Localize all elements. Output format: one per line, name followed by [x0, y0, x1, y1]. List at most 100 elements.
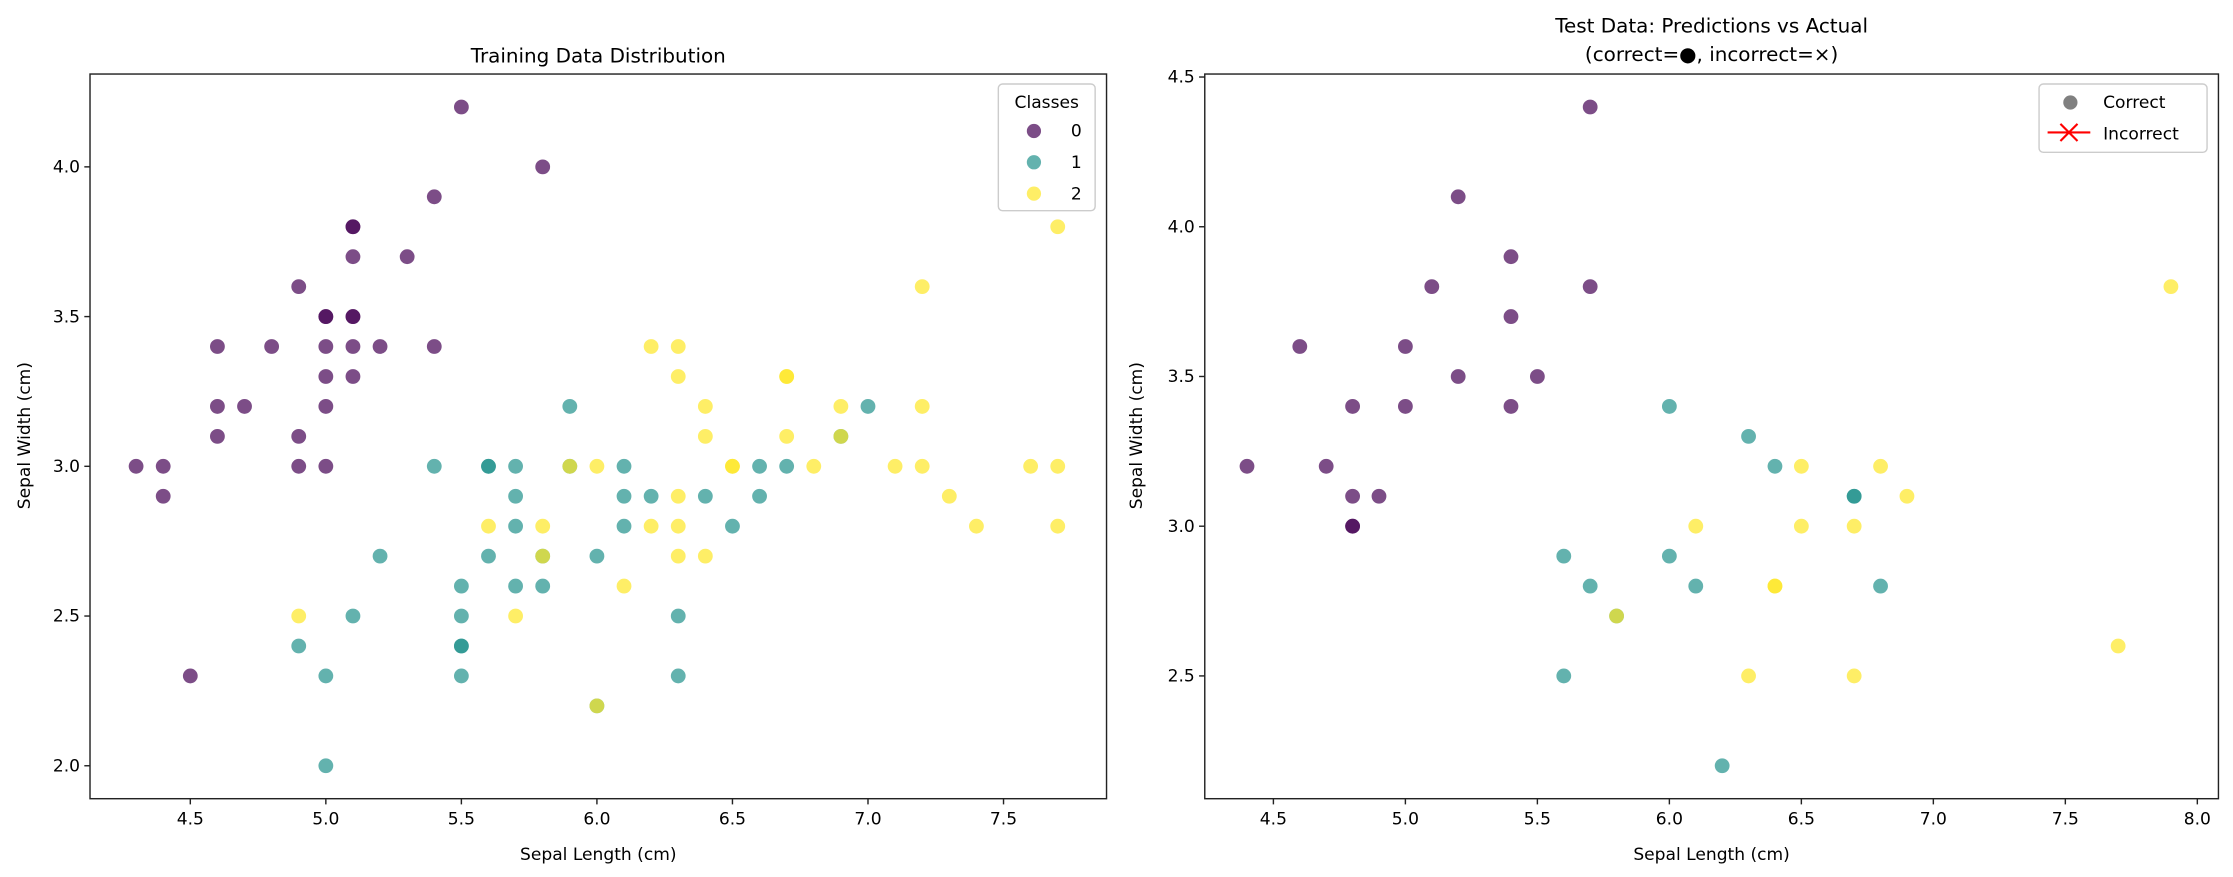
point-class-1	[318, 758, 334, 774]
point-class-2	[914, 399, 930, 414]
x-tick-label: 6.0	[583, 809, 610, 829]
point-class-2	[1899, 488, 1915, 504]
x-tick-label: 7.5	[2052, 809, 2079, 829]
point-class-0	[210, 428, 225, 444]
x-tick-label: 4.5	[177, 809, 204, 829]
training-plot: Training Data Distribution Sepal Length …	[15, 45, 1108, 865]
point-class-0	[128, 458, 144, 474]
point-class-1	[643, 488, 659, 504]
point-class-0	[1397, 339, 1413, 354]
point-class-1	[1714, 758, 1730, 774]
legend-label-0: 0	[1071, 122, 1082, 142]
point-class-2	[1050, 219, 1066, 235]
x-tick-label: 6.0	[1656, 809, 1683, 829]
point-class-2	[1767, 578, 1783, 594]
point-class-2	[670, 339, 686, 354]
training-ylabel: Sepal Width (cm)	[15, 362, 35, 509]
point-class-1	[616, 518, 632, 534]
point-class-1	[453, 578, 469, 594]
point-class-1	[1873, 578, 1888, 594]
point-class-2	[535, 548, 551, 564]
point-class-0	[237, 399, 252, 414]
point-class-0	[210, 399, 225, 414]
training-title: Training Data Distribution	[470, 45, 726, 68]
point-class-1	[589, 548, 605, 564]
y-tick-label: 3.5	[53, 307, 80, 327]
point-class-1	[508, 458, 523, 474]
point-class-2	[887, 458, 903, 474]
test-xlabel: Sepal Length (cm)	[1633, 845, 1790, 865]
point-class-0	[155, 458, 171, 474]
point-class-2	[2110, 638, 2126, 654]
point-class-2	[643, 339, 659, 354]
point-class-2	[1846, 518, 1862, 534]
point-class-1	[453, 608, 469, 624]
y-tick-label: 2.0	[53, 756, 80, 776]
point-class-1	[1661, 399, 1677, 414]
y-tick-label: 4.5	[1168, 68, 1195, 88]
point-class-2	[941, 488, 957, 504]
legend-box	[997, 83, 1096, 212]
point-class-1	[318, 668, 334, 684]
legend-marker-correct	[2063, 95, 2078, 110]
point-class-2	[291, 608, 307, 624]
point-class-2	[670, 548, 686, 564]
point-class-0	[1239, 458, 1255, 474]
point-class-1	[453, 638, 469, 654]
point-class-1	[725, 518, 740, 534]
point-class-2	[508, 608, 523, 624]
y-tick-label: 3.5	[1168, 367, 1195, 387]
test-legend: Correct Incorrect	[2038, 83, 2208, 154]
point-class-0	[291, 428, 307, 444]
legend-marker-1	[1026, 155, 1042, 170]
point-class-2	[833, 428, 849, 444]
test-ylabel: Sepal Width (cm)	[1127, 362, 1147, 509]
point-class-0	[264, 339, 280, 354]
point-class-0	[1345, 518, 1361, 534]
point-class-2	[969, 518, 984, 534]
point-class-2	[1609, 608, 1624, 624]
point-class-2	[914, 458, 930, 474]
point-class-0	[535, 159, 551, 175]
point-class-0	[1292, 339, 1308, 354]
y-tick-label: 3.0	[1168, 517, 1195, 537]
plot-frame	[1204, 73, 2220, 800]
x-tick-label: 6.5	[1788, 809, 1815, 829]
point-class-0	[210, 339, 225, 354]
point-class-0	[1450, 189, 1466, 205]
data-points	[1239, 99, 2179, 774]
point-class-2	[697, 399, 713, 414]
training-legend: Classes 0 1 2	[997, 83, 1096, 212]
point-class-0	[345, 249, 361, 265]
point-class-0	[1345, 399, 1361, 414]
point-class-0	[318, 369, 334, 384]
legend-marker-incorrect	[2047, 123, 2091, 142]
point-class-2	[589, 698, 605, 714]
point-class-0	[318, 458, 334, 474]
point-class-1	[1556, 548, 1572, 564]
point-class-1	[508, 488, 523, 504]
point-class-1	[1846, 488, 1862, 504]
point-class-0	[1318, 458, 1334, 474]
point-class-0	[318, 339, 334, 354]
training-xlabel: Sepal Length (cm)	[520, 845, 677, 865]
point-class-2	[535, 518, 551, 534]
point-class-1	[752, 458, 767, 474]
point-class-2	[697, 428, 713, 444]
data-points	[128, 99, 1066, 774]
point-class-1	[860, 399, 876, 414]
point-class-1	[562, 399, 578, 414]
point-class-0	[345, 219, 361, 235]
legend-label-2: 2	[1071, 184, 1082, 204]
point-class-2	[697, 548, 713, 564]
point-class-2	[2163, 279, 2179, 295]
point-class-1	[291, 638, 307, 654]
point-class-2	[914, 279, 930, 295]
plot-frame	[89, 73, 1108, 800]
point-class-0	[1450, 369, 1466, 384]
legend-label-1: 1	[1071, 153, 1082, 173]
point-class-1	[1556, 668, 1572, 684]
point-class-1	[372, 548, 388, 564]
point-class-1	[670, 608, 686, 624]
point-class-2	[725, 458, 740, 474]
